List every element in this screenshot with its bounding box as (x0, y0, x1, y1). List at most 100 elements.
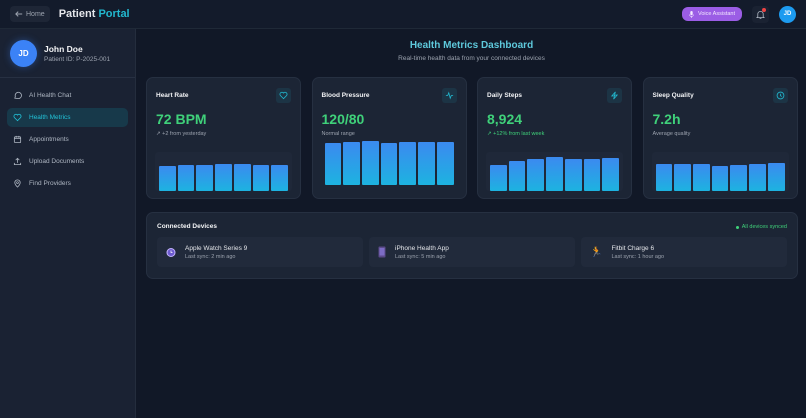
page-subtitle: Real-time health data from your connecte… (398, 55, 545, 62)
chart-bar (418, 141, 435, 185)
device-name: iPhone Health App (395, 244, 449, 252)
chat-icon (14, 91, 22, 99)
chart-bar (233, 164, 251, 191)
chart-bar (730, 164, 748, 191)
connected-devices-panel: Connected Devices All devices synced App… (146, 212, 798, 279)
clock-icon (776, 91, 784, 100)
sidebar-item-label: AI Health Chat (29, 92, 72, 99)
chart-bar (583, 158, 601, 191)
notifications-button[interactable] (752, 5, 769, 23)
device-last-sync: Last sync: 1 hour ago (611, 253, 665, 260)
metric-card-sleep-quality: Sleep Quality 7.2h Average quality (642, 77, 798, 199)
chart-bar (252, 165, 270, 191)
sidebar-item-appointments[interactable]: Appointments (7, 130, 128, 149)
card-note: Normal range (321, 131, 355, 137)
device-last-sync: Last sync: 5 min ago (395, 253, 446, 260)
chart-bar (508, 161, 526, 191)
home-button[interactable]: Home (10, 6, 50, 22)
chart-bar (749, 163, 766, 191)
trend-chart (321, 140, 458, 185)
sidebar-item-label: Appointments (29, 136, 69, 143)
device-last-sync: Last sync: 2 min ago (185, 253, 236, 260)
sync-status: All devices synced (735, 224, 787, 230)
phone-icon (378, 246, 386, 258)
card-value: 7.2h (652, 111, 681, 127)
sidebar-nav: AI Health Chat Health Metrics Appointments… (0, 78, 135, 204)
notification-badge (762, 7, 766, 12)
sidebar-item-find-providers[interactable]: Find Providers (7, 174, 128, 193)
voice-label: Voice Assistant (698, 11, 735, 17)
app-title: Patient Portal (59, 8, 130, 20)
card-icon-badge (276, 88, 291, 103)
chart-bar (436, 142, 454, 185)
chart-bar (602, 158, 620, 191)
metric-card-blood-pressure: Blood Pressure 120/80 Normal range (311, 77, 467, 199)
devices-title: Connected Devices (157, 223, 217, 230)
chart-bar (692, 164, 710, 191)
card-value: 8,924 (487, 111, 523, 127)
chart-bar (196, 164, 214, 191)
page-title: Health Metrics Dashboard (409, 40, 534, 51)
chart-bar (767, 163, 785, 191)
chart-bar (380, 142, 398, 185)
trend-chart (651, 152, 789, 191)
heart-icon (13, 113, 22, 122)
chart-bar (490, 165, 507, 191)
chart-bar (711, 165, 729, 191)
card-note: ↗ +12% from last week (487, 131, 545, 137)
title-accent: Portal (98, 8, 130, 20)
card-title: Heart Rate (156, 92, 189, 99)
device-item[interactable]: iPhone Health App Last sync: 5 min ago (369, 237, 575, 267)
device-item[interactable]: Apple Watch Series 9 Last sync: 2 min ago (157, 237, 363, 267)
avatar: JD (10, 39, 37, 67)
upload-icon (13, 157, 22, 166)
sidebar-item-ai-health-chat[interactable]: AI Health Chat (7, 86, 128, 105)
arrow-left-icon (15, 11, 23, 17)
runner-icon: 🏃 (590, 246, 603, 258)
sidebar-item-upload-documents[interactable]: Upload Documents (7, 152, 128, 171)
card-value: 72 BPM (156, 111, 207, 127)
watch-icon (166, 247, 176, 257)
chart-bar (361, 140, 379, 185)
metric-card-heart-rate: Heart Rate 72 BPM ↗ +2 from yesterday (146, 77, 301, 199)
status-dot (735, 225, 739, 229)
sidebar-item-label: Upload Documents (29, 158, 85, 165)
sidebar: JD John Doe Patient ID: P-2025-001 AI He… (0, 29, 136, 418)
main-content: Health Metrics Dashboard Real-time healt… (137, 29, 806, 418)
card-note: Average quality (652, 131, 691, 137)
patient-id: Patient ID: P-2025-001 (44, 55, 111, 63)
chart-bar (271, 164, 289, 191)
trend-chart (486, 152, 623, 191)
top-header: Home Patient Portal Voice Assistant JD (0, 0, 806, 29)
card-title: Daily Steps (487, 92, 523, 99)
activity-icon (445, 91, 453, 100)
chart-bar (655, 164, 673, 191)
card-title: Blood Pressure (321, 92, 370, 99)
chart-bar (324, 142, 342, 185)
chart-bar (177, 165, 195, 191)
card-value: 120/80 (321, 111, 365, 127)
voice-assistant-button[interactable]: Voice Assistant (682, 7, 742, 21)
title-part: Patient (58, 8, 96, 20)
sidebar-item-label: Find Providers (29, 180, 71, 187)
sidebar-item-health-metrics[interactable]: Health Metrics (7, 108, 128, 127)
chart-bar (343, 142, 360, 185)
chart-bar (527, 158, 545, 191)
user-avatar-button[interactable]: JD (779, 5, 796, 23)
card-icon-badge (772, 88, 788, 103)
heart-icon (279, 91, 288, 100)
sidebar-item-label: Health Metrics (29, 114, 71, 121)
metric-card-daily-steps: Daily Steps 8,924 ↗ +12% from last week (477, 77, 632, 199)
chart-bar (215, 164, 232, 191)
card-icon-badge (607, 88, 622, 103)
location-pin-icon (14, 179, 21, 188)
patient-name: John Doe (44, 43, 83, 54)
trend-chart (155, 152, 292, 191)
chart-bar (399, 142, 417, 185)
sync-status-text: All devices synced (741, 224, 787, 230)
home-label: Home (26, 10, 45, 18)
device-item[interactable]: 🏃 Fitbit Charge 6 Last sync: 1 hour ago (581, 237, 787, 267)
patient-profile: JD John Doe Patient ID: P-2025-001 (0, 29, 135, 78)
card-title: Sleep Quality (652, 92, 694, 99)
device-name: Apple Watch Series 9 (185, 244, 248, 252)
